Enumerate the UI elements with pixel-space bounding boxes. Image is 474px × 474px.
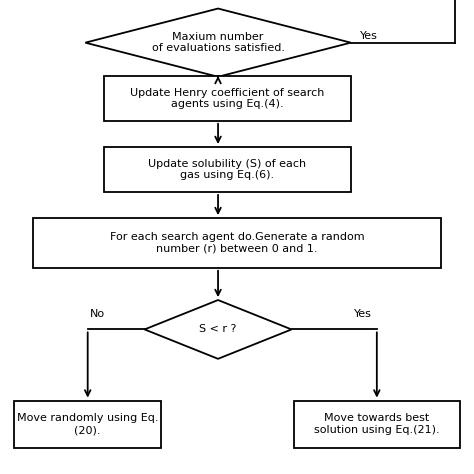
Polygon shape: [85, 9, 351, 77]
Bar: [14, 401, 161, 448]
Text: Maxium number
of evaluations satisfied.: Maxium number of evaluations satisfied.: [152, 32, 284, 54]
Bar: [33, 218, 441, 268]
Text: S < r ?: S < r ?: [200, 324, 237, 335]
Text: Move towards best
solution using Eq.(21).: Move towards best solution using Eq.(21)…: [314, 413, 440, 435]
Text: Move randomly using Eq.
(20).: Move randomly using Eq. (20).: [17, 413, 158, 435]
Bar: [294, 401, 460, 448]
Text: Update Henry coefficient of search
agents using Eq.(4).: Update Henry coefficient of search agent…: [130, 88, 325, 109]
Text: Yes: Yes: [360, 30, 378, 41]
Text: No: No: [90, 309, 105, 319]
Text: Yes: Yes: [354, 309, 372, 319]
Bar: [104, 76, 351, 121]
Text: For each search agent do.Generate a random
number (r) between 0 and 1.: For each search agent do.Generate a rand…: [109, 232, 365, 254]
Polygon shape: [145, 300, 292, 359]
Bar: [104, 147, 351, 192]
Text: Update solubility (S) of each
gas using Eq.(6).: Update solubility (S) of each gas using …: [148, 159, 307, 180]
